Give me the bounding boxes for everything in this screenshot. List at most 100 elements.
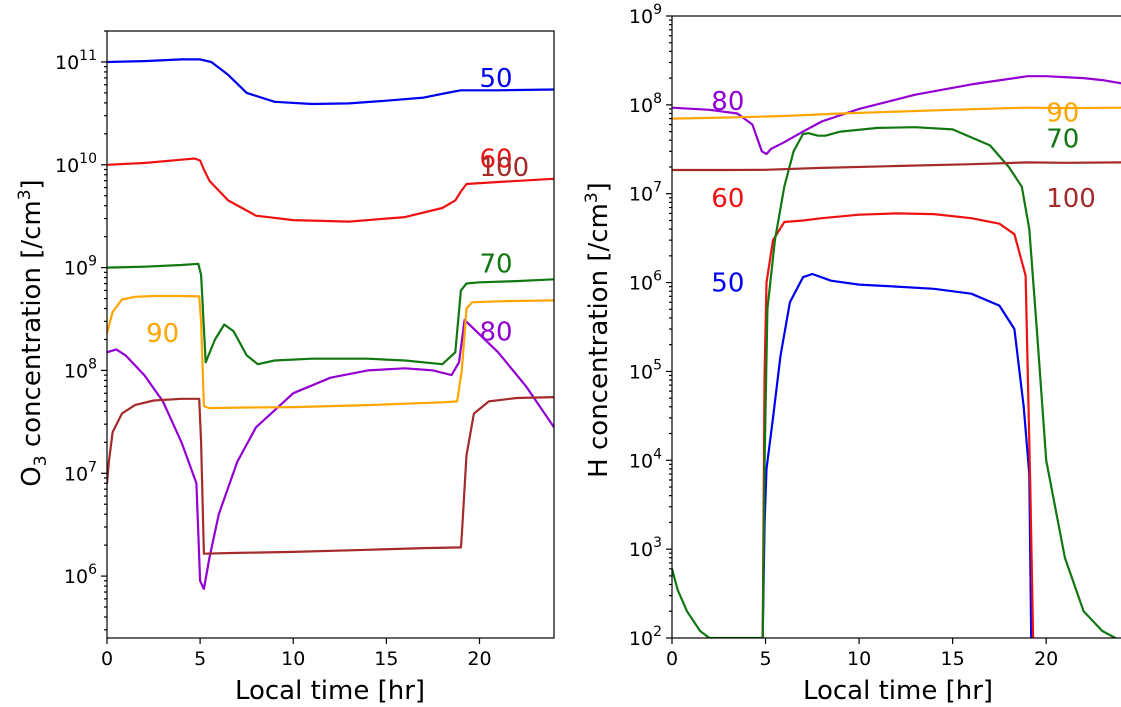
right-y-tick-base: 10 bbox=[629, 95, 653, 117]
right-y-tick-exp: 4 bbox=[653, 446, 662, 462]
right-y-tick-base: 10 bbox=[629, 273, 653, 295]
right-y-tick-base: 10 bbox=[629, 184, 653, 206]
left-line-label-90: 90 bbox=[146, 319, 179, 349]
left-series-line-50 bbox=[107, 58, 554, 106]
left-x-tick-label: 5 bbox=[194, 648, 206, 670]
right-line-label-80: 80 bbox=[711, 87, 744, 117]
left-y-tick-exp: 7 bbox=[88, 459, 97, 475]
right-line-label-100: 100 bbox=[1046, 184, 1096, 214]
left-y-tick-exp: 6 bbox=[88, 562, 97, 578]
left-y-tick-base: 10 bbox=[55, 52, 79, 74]
left-y-tick-exp: 8 bbox=[88, 356, 97, 372]
left-y-tick-exp: 10 bbox=[79, 151, 97, 167]
left-y-tick-label: 109 bbox=[64, 254, 97, 280]
right-series-line-50 bbox=[761, 272, 1033, 638]
left-line-label-80: 80 bbox=[480, 317, 513, 347]
left-y-axis-label: O3 concentration [/cm3] bbox=[15, 179, 51, 486]
right-y-tick-label: 104 bbox=[629, 446, 662, 472]
right-plot-area bbox=[672, 75, 1121, 638]
left-x-tick-label: 15 bbox=[374, 648, 398, 670]
left-y-label-mid: concentration [/cm bbox=[17, 200, 47, 455]
right-series-line-90 bbox=[672, 106, 1121, 120]
right-y-tick-label: 109 bbox=[629, 2, 662, 28]
right-y-label-base: H concentration [/cm bbox=[584, 203, 614, 478]
right-line-label-90: 90 bbox=[1046, 99, 1079, 129]
left-y-tick-label: 106 bbox=[64, 562, 97, 588]
right-series-line-100 bbox=[672, 161, 1121, 172]
right-y-label-end: ] bbox=[584, 182, 614, 192]
left-series-line-80 bbox=[107, 318, 554, 590]
right-x-ticks: 0 5 10 15 20 bbox=[666, 638, 1058, 670]
right-y-tick-exp: 7 bbox=[653, 180, 662, 196]
left-line-labels: 50 60 70 80 90 100 bbox=[146, 64, 529, 349]
left-series-line-60 bbox=[107, 157, 554, 223]
right-y-tick-exp: 2 bbox=[653, 624, 662, 640]
left-y-tick-label: 1011 bbox=[55, 48, 97, 74]
right-line-labels: 50 60 70 80 90 100 bbox=[711, 87, 1096, 298]
left-y-tick-label: 108 bbox=[64, 356, 97, 382]
right-line-label-70: 70 bbox=[1046, 124, 1079, 154]
left-y-tick-exp: 11 bbox=[79, 48, 97, 64]
left-line-label-100: 100 bbox=[480, 153, 530, 183]
right-y-label-sup: 3 bbox=[582, 192, 602, 203]
left-line-label-50: 50 bbox=[480, 64, 513, 94]
left-x-ticks: 0 5 10 15 20 bbox=[101, 638, 492, 670]
left-y-tick-exp: 9 bbox=[88, 254, 97, 270]
left-y-tick-base: 10 bbox=[64, 258, 88, 280]
right-y-tick-exp: 8 bbox=[653, 91, 662, 107]
left-y-tick-label: 107 bbox=[64, 459, 97, 485]
right-x-tick-label: 10 bbox=[847, 648, 871, 670]
left-series-line-100 bbox=[107, 396, 554, 555]
left-axes-frame bbox=[106, 30, 555, 639]
right-y-tick-base: 10 bbox=[629, 6, 653, 28]
right-y-axis-label: H concentration [/cm3] bbox=[582, 182, 614, 478]
right-line-label-60: 60 bbox=[711, 184, 744, 214]
right-x-tick-label: 5 bbox=[759, 648, 771, 670]
right-x-tick-label: 0 bbox=[666, 648, 678, 670]
left-series-line-70 bbox=[107, 262, 554, 366]
right-y-tick-base: 10 bbox=[629, 628, 653, 650]
left-x-tick-label: 20 bbox=[467, 648, 491, 670]
left-x-tick-label: 0 bbox=[101, 648, 113, 670]
right-series-line-80 bbox=[672, 75, 1121, 156]
left-y-tick-base: 10 bbox=[64, 463, 88, 485]
right-x-axis-label: Local time [hr] bbox=[803, 676, 993, 706]
left-plot-area bbox=[107, 58, 554, 590]
left-y-label-sup: 3 bbox=[15, 189, 35, 200]
right-y-tick-exp: 9 bbox=[653, 2, 662, 18]
left-series-line-90 bbox=[107, 294, 554, 410]
right-x-tick-label: 20 bbox=[1034, 648, 1058, 670]
right-y-tick-label: 106 bbox=[629, 269, 662, 295]
right-series-line-70 bbox=[672, 126, 1117, 638]
left-y-label-base: O bbox=[17, 466, 47, 486]
right-y-tick-exp: 6 bbox=[653, 269, 662, 285]
right-y-tick-base: 10 bbox=[629, 539, 653, 561]
left-line-label-70: 70 bbox=[480, 249, 513, 279]
right-y-tick-label: 105 bbox=[629, 357, 662, 383]
right-y-tick-label: 108 bbox=[629, 91, 662, 117]
left-x-tick-label: 10 bbox=[281, 648, 305, 670]
right-y-tick-label: 102 bbox=[629, 624, 662, 650]
left-y-label-sub: 3 bbox=[31, 455, 51, 466]
right-series-line-60 bbox=[761, 212, 1035, 638]
right-y-tick-base: 10 bbox=[629, 450, 653, 472]
right-line-label-50: 50 bbox=[711, 269, 744, 299]
left-y-tick-label: 1010 bbox=[55, 151, 97, 177]
left-y-tick-base: 10 bbox=[64, 566, 88, 588]
right-x-tick-label: 15 bbox=[941, 648, 965, 670]
right-y-tick-exp: 3 bbox=[653, 535, 662, 551]
right-y-tick-exp: 5 bbox=[653, 357, 662, 373]
left-y-tick-base: 10 bbox=[64, 360, 88, 382]
left-line-label-60: 60 bbox=[480, 145, 513, 175]
right-y-tick-label: 103 bbox=[629, 535, 662, 561]
right-y-tick-base: 10 bbox=[629, 361, 653, 383]
left-x-axis-label: Local time [hr] bbox=[235, 676, 425, 706]
right-axes-frame bbox=[671, 15, 1121, 639]
left-y-label-end: ] bbox=[17, 179, 47, 189]
right-y-tick-label: 107 bbox=[629, 180, 662, 206]
